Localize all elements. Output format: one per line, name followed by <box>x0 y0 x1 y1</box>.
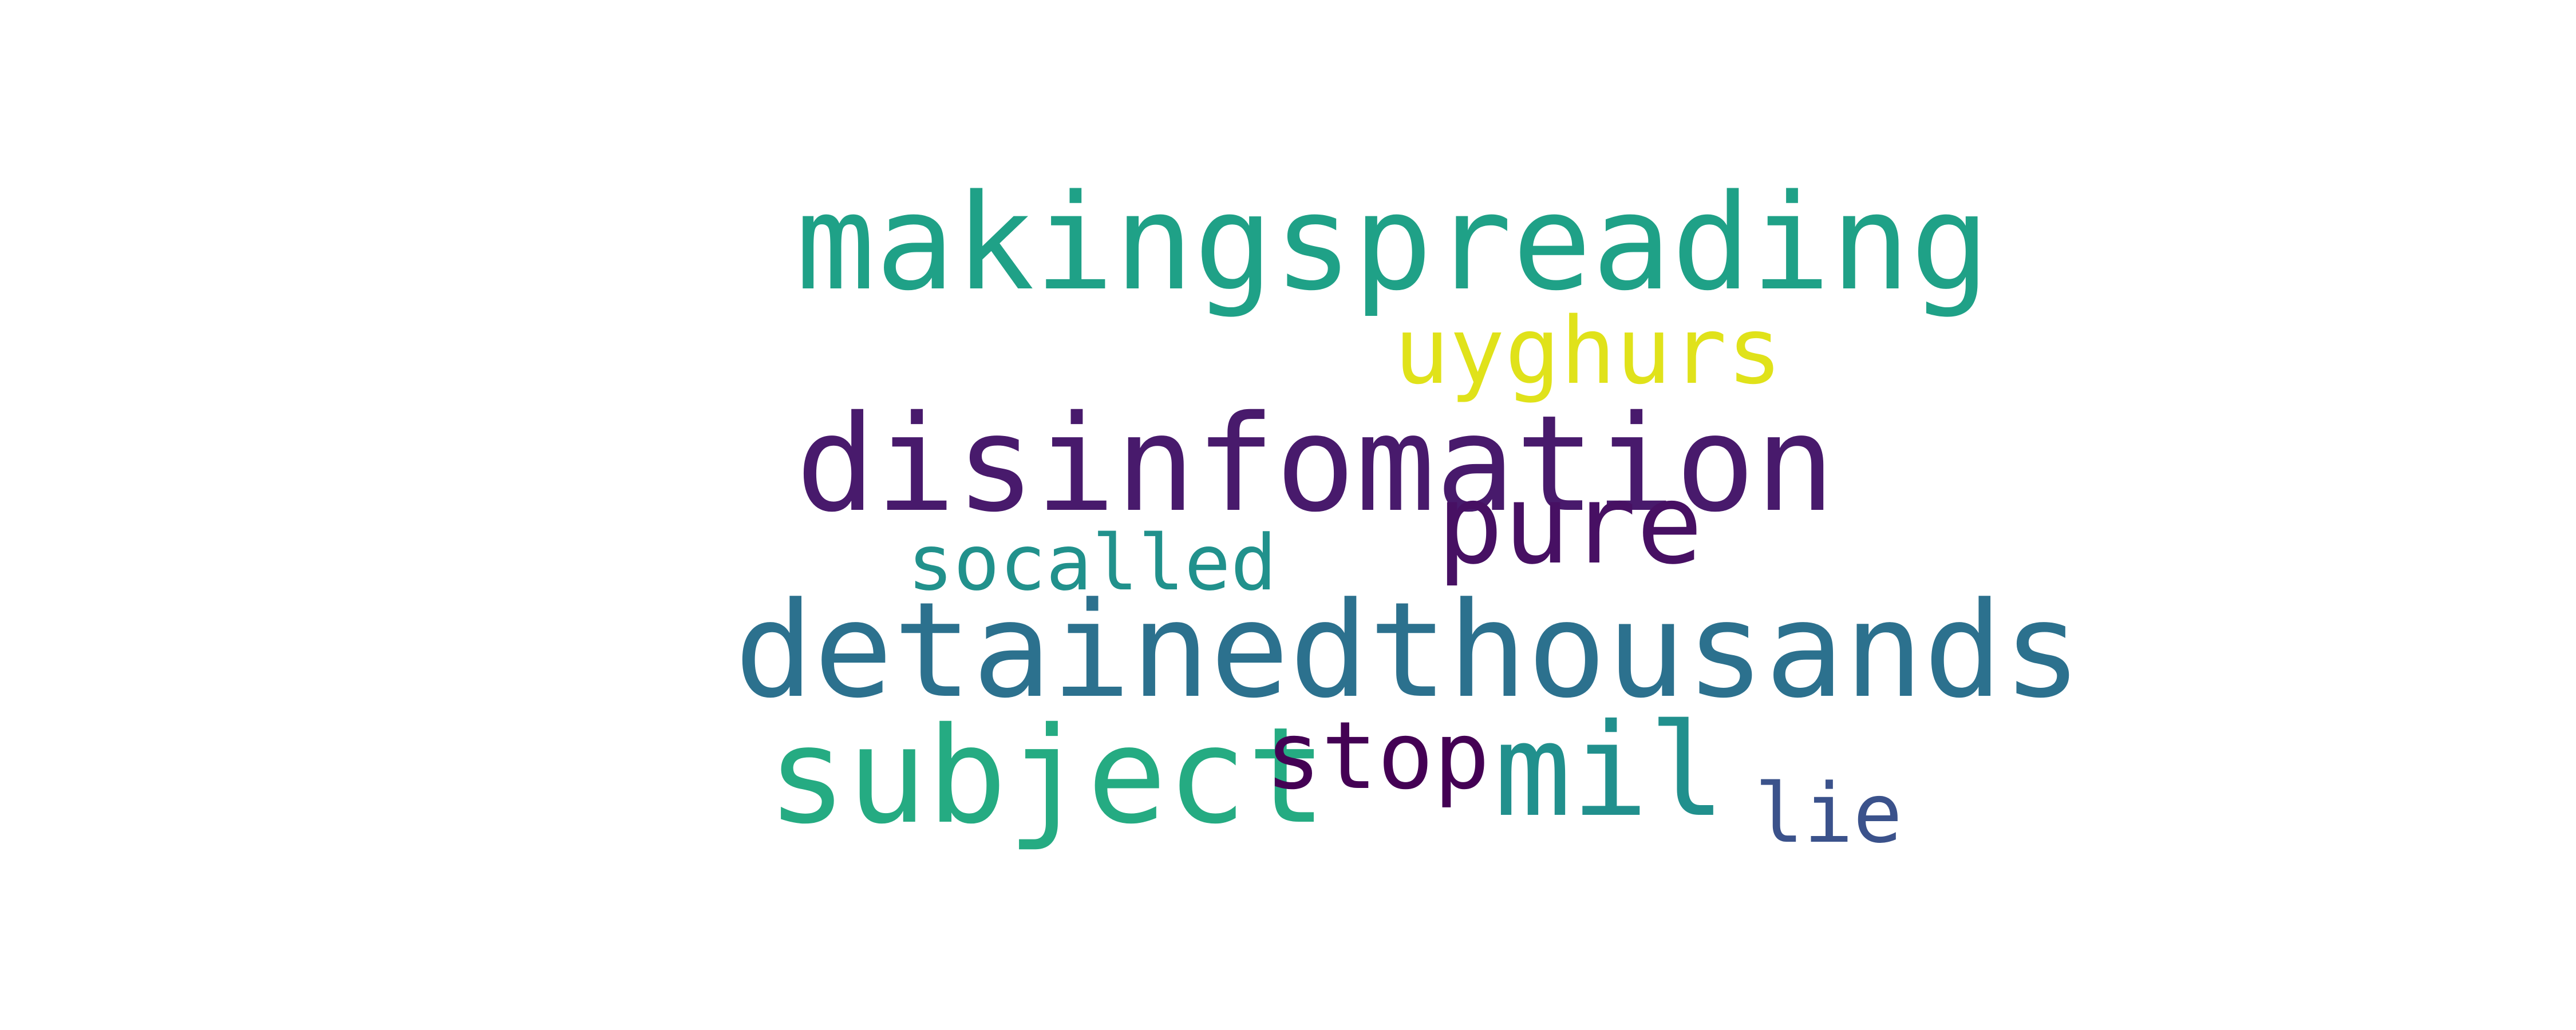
word-mil: mil <box>1494 696 1726 845</box>
word-detainedthousands: detainedthousands <box>734 575 2083 727</box>
word-pure: pure <box>1437 460 1703 589</box>
word-subject: subject <box>767 699 1327 853</box>
word-makingspreading: makingspreading <box>796 167 1990 320</box>
word-stop: stop <box>1265 702 1490 810</box>
word-lie: lie <box>1755 766 1903 861</box>
word-disinfomation: disinfomation <box>796 387 1835 541</box>
word-uyghurs: uyghurs <box>1394 298 1783 405</box>
word-socalled: socalled <box>907 518 1277 608</box>
